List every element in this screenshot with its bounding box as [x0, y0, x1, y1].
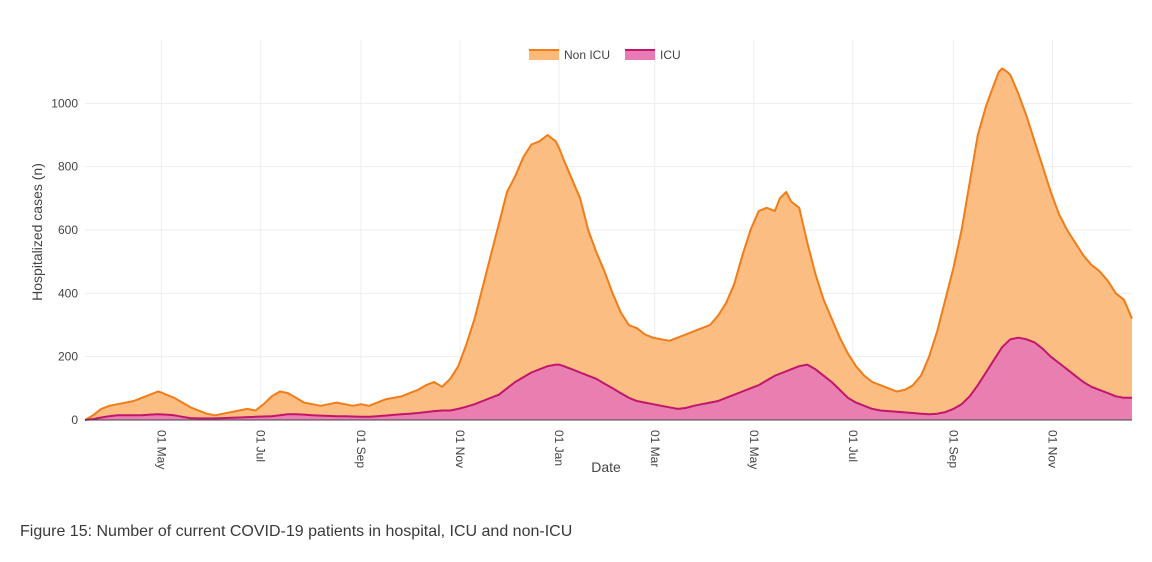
x-axis-title: Date: [591, 459, 621, 475]
legend-item-icu[interactable]: ICU: [625, 48, 681, 62]
hospital-cases-chart: 0 200 400 600 800 1000 01 May 01 Jul 01 Sep 01 N…: [29, 40, 1133, 475]
y-tick-label: 0: [71, 413, 78, 427]
x-tick-label: 01 May: [154, 430, 168, 469]
y-tick-label: 600: [58, 223, 78, 237]
y-tick-label: 800: [58, 160, 78, 174]
x-tick-label: 01 Mar: [648, 430, 662, 467]
x-tick-label: 01 Sep: [946, 430, 960, 468]
series-areas: [84, 67, 1133, 421]
legend-swatch-non-icu: [529, 50, 559, 60]
series-line-icu: [84, 336, 1132, 421]
legend-label-icu: ICU: [660, 48, 681, 62]
series-area-icu: [85, 337, 1132, 420]
x-tick-label: 01 Nov: [453, 430, 467, 468]
x-tick-label: 01 Sep: [354, 430, 368, 468]
series-area-non-icu: [85, 68, 1132, 420]
legend: Non ICU ICU: [529, 48, 681, 62]
legend-item-non-icu[interactable]: Non ICU: [529, 48, 610, 62]
legend-label-non-icu: Non ICU: [564, 48, 610, 62]
x-tick-label: 01 May: [747, 430, 761, 469]
figure-caption: Figure 15: Number of current COVID-19 pa…: [20, 523, 573, 540]
legend-swatch-icu: [625, 50, 655, 60]
x-axis: 01 May 01 Jul 01 Sep 01 Nov 01 Jan 01 Mar 01 M…: [154, 430, 1059, 469]
y-tick-label: 400: [58, 286, 78, 300]
x-tick-label: 01 Jul: [253, 430, 267, 462]
y-axis-title: Hospitalized cases (n): [29, 163, 45, 301]
x-tick-label: 01 Nov: [1045, 430, 1059, 468]
y-axis: 0 200 400 600 800 1000: [51, 96, 78, 427]
y-tick-label: 1000: [51, 96, 78, 110]
y-tick-label: 200: [58, 350, 78, 364]
x-tick-label: 01 Jan: [552, 430, 566, 466]
x-tick-label: 01 Jul: [846, 430, 860, 462]
series-line-non-icu: [84, 67, 1133, 421]
